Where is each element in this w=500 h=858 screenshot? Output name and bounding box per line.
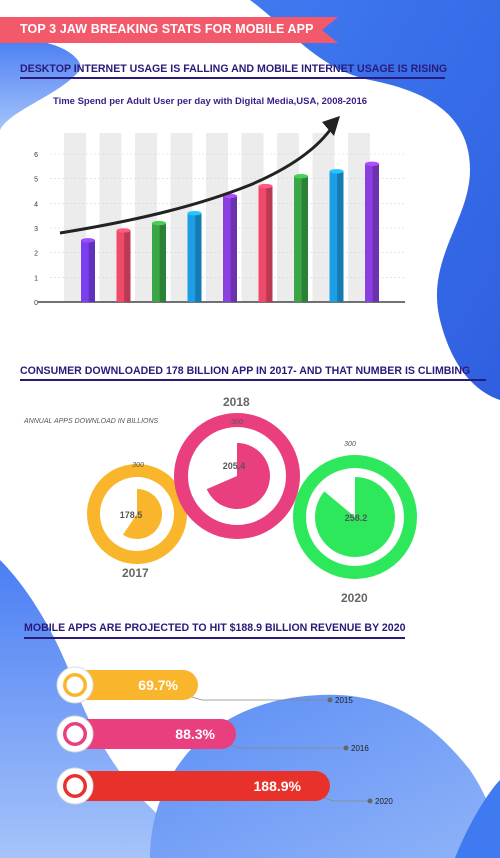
y-tick-label: 6: [34, 152, 38, 159]
donut-max-2018: 300: [231, 419, 243, 426]
section1-title: DESKTOP INTERNET USAGE IS FALLING AND MO…: [20, 63, 448, 75]
year-label-2020: 2020: [341, 591, 368, 605]
bar-cap: [365, 161, 379, 167]
donut-max-2020: 300: [344, 441, 356, 448]
leader-dot: [327, 697, 333, 703]
leader-line: [219, 742, 346, 749]
bar-shade: [372, 163, 379, 302]
grid-column: [348, 133, 370, 302]
revenue-bar: [58, 771, 330, 801]
revenue-value-2015: 69.7%: [138, 677, 178, 693]
y-tick-label: 1: [34, 275, 38, 282]
leader-dot: [367, 798, 373, 804]
revenue-value-2020: 188.9%: [253, 778, 301, 794]
bar-cap: [329, 169, 344, 174]
bar-shade: [301, 176, 308, 302]
bar-cap: [152, 220, 166, 226]
donut-slice: [122, 488, 163, 539]
revenue-bar: [58, 670, 198, 700]
trend-arrow: [59, 129, 332, 235]
grid-column: [170, 133, 193, 302]
year-label-2017: 2017: [122, 566, 149, 580]
bar-cap: [81, 238, 95, 243]
donut-value-2017: 178.5: [119, 510, 143, 520]
bottom-left-blob: [0, 560, 220, 858]
bar-cap-inner: [66, 676, 84, 694]
donut-value-2018: 205.4: [222, 461, 246, 471]
leader-dot: [343, 745, 349, 751]
bar-cap: [294, 174, 308, 179]
grid-column: [99, 133, 122, 302]
year-label-2018: 2018: [223, 395, 250, 409]
bar-shade: [266, 186, 273, 302]
section3-underline: [24, 637, 405, 639]
section3-title: MOBILE APPS ARE PROJECTED TO HIT $188.9 …: [24, 622, 406, 634]
grid-column: [312, 133, 335, 302]
revenue-year-2016: 2016: [351, 744, 369, 753]
chart1-title: Time Spend per Adult User per day with D…: [52, 96, 368, 107]
top-left-blob: [0, 39, 81, 130]
bar-cap-inner: [66, 725, 84, 743]
bar-cap: [187, 211, 202, 216]
bar-shade: [195, 213, 202, 302]
donut-max-2017: 300: [132, 462, 144, 469]
grid-column: [241, 133, 264, 302]
section1-underline: [20, 77, 445, 79]
bar-cap: [258, 183, 273, 189]
revenue-bar: [58, 719, 236, 749]
y-tick-label: 4: [34, 201, 38, 208]
bar-shade: [159, 223, 166, 302]
y-tick-label: 5: [34, 177, 38, 184]
section2-title: CONSUMER DOWNLOADED 178 BILLION APP IN 2…: [20, 365, 471, 377]
banner-title: TOP 3 JAW BREAKING STATS FOR MOBILE APP: [20, 22, 314, 36]
donut-slice: [206, 443, 270, 509]
bar-shade: [337, 171, 344, 302]
grid-column: [277, 133, 299, 302]
bar-shade: [230, 195, 237, 302]
donut-slice: [314, 477, 395, 557]
bar-cap: [116, 228, 131, 233]
donut-chart: [87, 413, 417, 579]
trend-arrow-head: [322, 116, 340, 136]
section2-underline: [20, 379, 486, 381]
revenue-value-2016: 88.3%: [175, 726, 215, 742]
grid-column: [64, 133, 86, 302]
y-tick-label: 2: [34, 251, 38, 258]
revenue-year-2015: 2015: [335, 696, 353, 705]
y-tick-label: 0: [34, 300, 38, 307]
grid-column: [206, 133, 228, 302]
y-tick-label: 3: [34, 226, 38, 233]
header-banner: [0, 17, 338, 43]
donut-value-2020: 258.2: [344, 513, 368, 523]
revenue-year-2020: 2020: [375, 797, 393, 806]
bar-cap-inner: [66, 777, 84, 795]
chart2-subtitle: ANNUAL APPS DOWNLOAD IN BILLIONS: [24, 418, 159, 425]
top-right-blob: [250, 0, 500, 400]
bar-shade: [124, 230, 131, 302]
leader-line: [181, 693, 330, 701]
bar-shade: [88, 240, 95, 302]
bar-chart: 0 1 2 3 4 5 6: [34, 116, 405, 307]
